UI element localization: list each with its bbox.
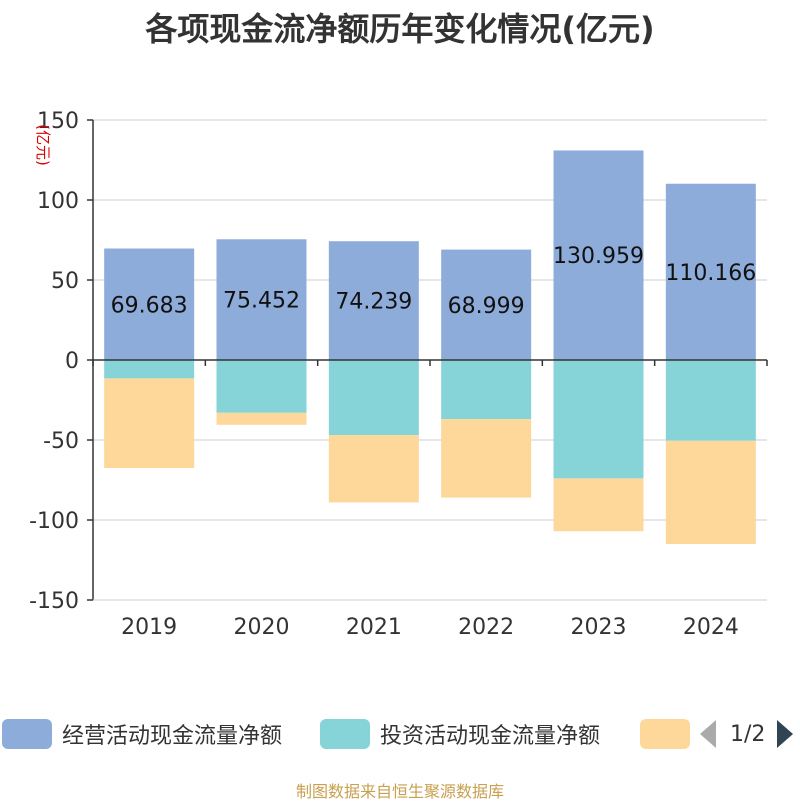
- bar-2024-series-2: [665, 440, 756, 544]
- y-tick-label: 100: [37, 189, 79, 214]
- legend-label-operating: 经营活动现金流量净额: [62, 724, 283, 749]
- y-tick-label: -100: [29, 509, 79, 534]
- bar-2021-series-0: [328, 241, 419, 360]
- x-tick-label: 2023: [571, 615, 627, 640]
- bar-2024-series-1: [665, 360, 756, 441]
- x-tick-label: 2019: [121, 615, 177, 640]
- bar-2020-series-2: [216, 412, 307, 425]
- bar-2021-series-2: [328, 435, 419, 503]
- legend-swatch-investing: [320, 719, 370, 749]
- bar-2020-series-0: [216, 239, 307, 360]
- y-tick-label: 150: [37, 109, 79, 134]
- chart-title: 各项现金流净额历年变化情况(亿元): [145, 10, 655, 48]
- x-tick-label: 2022: [458, 615, 514, 640]
- bar-2019-series-0: [104, 248, 195, 360]
- y-tick-label: 50: [51, 269, 79, 294]
- source-footer: 制图数据来自恒生聚源数据库: [295, 782, 504, 801]
- bar-2019-series-2: [104, 378, 195, 468]
- axes: [87, 119, 768, 601]
- bar-2023-series-2: [553, 478, 644, 532]
- bars: [104, 150, 756, 544]
- labels: 150 100 50 0 -50 -100 -150 (亿元) 69.683 2019 75.452…: [29, 109, 756, 640]
- x-tick-label: 2020: [234, 615, 290, 640]
- y-tick-label: 0: [65, 349, 79, 374]
- legend-item-investing[interactable]: 投资活动现金流量净额: [320, 718, 600, 750]
- data-label-2024: 110.166: [665, 261, 756, 286]
- data-label-2021: 74.239: [335, 290, 412, 315]
- data-label-2020: 75.452: [223, 289, 300, 314]
- legend-swatch-financing: [640, 719, 690, 749]
- y-axis-unit-label: (亿元): [34, 124, 52, 166]
- x-tick-label: 2024: [683, 615, 739, 640]
- bar-2023-series-0: [553, 150, 644, 360]
- legend-pager: 1/2: [700, 718, 794, 750]
- bar-2024-series-0: [665, 183, 756, 360]
- pager-next-icon[interactable]: [777, 720, 794, 748]
- legend-label-investing: 投资活动现金流量净额: [380, 724, 601, 749]
- bar-2023-series-1: [553, 360, 644, 479]
- data-label-2019: 69.683: [111, 293, 188, 318]
- bar-2021-series-1: [328, 360, 419, 436]
- data-label-2023: 130.959: [553, 244, 644, 269]
- bar-2019-series-1: [104, 360, 195, 379]
- bar-2022-series-1: [441, 360, 532, 420]
- y-tick-label: -150: [29, 589, 79, 614]
- data-label-2022: 68.999: [448, 294, 525, 319]
- pager-prev-icon[interactable]: [700, 720, 716, 748]
- bar-2022-series-0: [441, 249, 532, 360]
- bar-2022-series-2: [441, 419, 532, 498]
- y-tick-label: -50: [43, 429, 79, 454]
- legend-swatch-operating: [2, 719, 52, 749]
- pager-text: 1/2: [730, 721, 766, 747]
- legend-item-operating[interactable]: 经营活动现金流量净额: [2, 718, 282, 750]
- bar-2020-series-1: [216, 360, 307, 413]
- legend-item-financing[interactable]: [640, 718, 690, 750]
- x-tick-label: 2021: [346, 615, 402, 640]
